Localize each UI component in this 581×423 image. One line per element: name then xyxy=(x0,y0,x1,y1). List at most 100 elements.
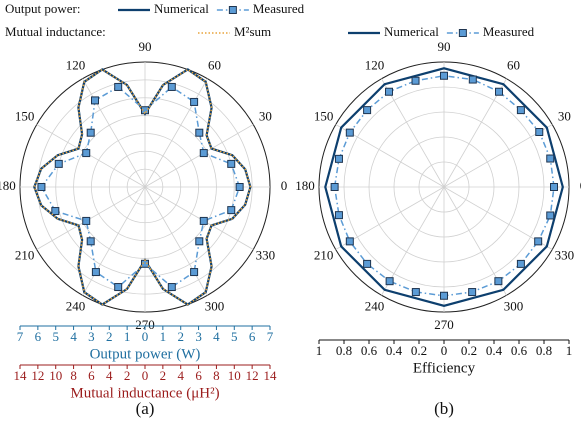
data-point xyxy=(385,87,393,96)
data-point xyxy=(114,283,123,292)
angle-label: 180 xyxy=(295,178,315,193)
data-point xyxy=(534,237,543,246)
data-point xyxy=(190,97,199,106)
axis-tick-label: 1 xyxy=(124,329,131,344)
panel-caption: (b) xyxy=(434,399,454,418)
data-point xyxy=(516,259,525,268)
data-point xyxy=(345,237,354,246)
data-point xyxy=(494,277,503,286)
axis-tick-label: 4 xyxy=(70,329,77,344)
angle-label: 150 xyxy=(15,108,35,123)
angle-label: 30 xyxy=(259,108,272,123)
angle-label: 150 xyxy=(314,108,334,123)
grid-spoke xyxy=(82,186,146,296)
axis-tick-label: 7 xyxy=(267,329,274,344)
axis-tick-label: 3 xyxy=(88,329,95,344)
axis-tick-label: 8 xyxy=(213,368,220,383)
axis-tick-label: 1 xyxy=(316,343,323,358)
data-point xyxy=(546,154,555,163)
data-point xyxy=(167,283,176,292)
data-point xyxy=(468,288,477,297)
axis-tick-label: 5 xyxy=(231,329,238,344)
legend-label: Measured xyxy=(483,24,535,39)
axis-tick-label: 4 xyxy=(177,368,184,383)
data-point xyxy=(516,106,525,115)
data-point xyxy=(330,183,339,191)
axis-tick-label: 14 xyxy=(264,368,278,383)
angle-label: 330 xyxy=(256,247,276,262)
data-point xyxy=(190,268,199,277)
data-point xyxy=(227,159,236,168)
angle-label: 90 xyxy=(438,39,451,54)
axis-tick-label: 6 xyxy=(35,329,42,344)
legend-label: M²sum xyxy=(234,24,271,39)
angle-label: 120 xyxy=(365,58,385,73)
angle-label: 300 xyxy=(504,298,524,313)
data-point xyxy=(495,87,503,96)
axis-tick-label: 4 xyxy=(213,329,220,344)
grid-spoke xyxy=(36,186,146,250)
axis-tick-label: 6 xyxy=(195,368,202,383)
data-point xyxy=(345,128,354,137)
axis-tick-label: 0 xyxy=(441,343,448,358)
legend-label: Numerical xyxy=(154,1,209,16)
data-point xyxy=(91,268,100,277)
axis-tick-label: 6 xyxy=(88,368,95,383)
legend-marker xyxy=(458,29,467,37)
axis-tick-label: 1 xyxy=(160,329,167,344)
data-point xyxy=(195,237,204,246)
axis-tick-label: 2 xyxy=(124,368,131,383)
data-point xyxy=(141,106,149,115)
angle-label: 210 xyxy=(314,247,334,262)
axis-tick-label: 0 xyxy=(142,329,149,344)
axis-tick-label: 10 xyxy=(49,368,62,383)
grid-spoke xyxy=(36,124,146,188)
data-point xyxy=(82,216,91,225)
axis-tick-label: 2 xyxy=(106,329,113,344)
angle-label: 30 xyxy=(558,108,571,123)
panel-caption: (a) xyxy=(136,399,155,418)
angle-label: 0 xyxy=(580,178,581,193)
axis-tick-label: 8 xyxy=(70,368,77,383)
data-point xyxy=(199,149,208,158)
legend-title: Mutual inductance: xyxy=(5,24,106,39)
data-point xyxy=(86,237,95,246)
axis-tick-label: 1 xyxy=(566,343,573,358)
data-point xyxy=(363,106,372,115)
angle-label: 330 xyxy=(555,247,575,262)
axis-tick-label: 7 xyxy=(17,329,24,344)
data-point xyxy=(91,96,99,105)
data-point xyxy=(440,71,448,80)
legend-label: Numerical xyxy=(384,24,439,39)
data-point xyxy=(37,183,46,191)
grid-spoke xyxy=(144,186,254,250)
axis-tick-label: 14 xyxy=(14,368,28,383)
data-point xyxy=(535,128,544,136)
data-point xyxy=(546,211,555,220)
legend-marker xyxy=(228,6,237,14)
data-point xyxy=(235,183,244,191)
data-point xyxy=(334,211,343,220)
grid-spoke xyxy=(144,186,208,296)
angle-label: 240 xyxy=(365,298,385,313)
series-line xyxy=(324,67,564,307)
axis-tick-label: 0.4 xyxy=(486,343,503,358)
grid-spoke xyxy=(144,78,208,188)
axis-tick-label: 0.6 xyxy=(511,343,528,358)
angle-label: 270 xyxy=(135,317,155,332)
axis-tick-label: 12 xyxy=(246,368,259,383)
data-point xyxy=(141,259,149,268)
data-point xyxy=(468,75,477,84)
angle-label: 210 xyxy=(15,247,35,262)
angle-label: 120 xyxy=(66,58,86,73)
angle-label: 60 xyxy=(208,58,221,73)
angle-label: 300 xyxy=(205,298,225,313)
axis-tick-label: 0.2 xyxy=(461,343,477,358)
axis-tick-label: 10 xyxy=(228,368,241,383)
axis-tick-label: 3 xyxy=(195,329,202,344)
axis-tick-label: 6 xyxy=(249,329,256,344)
data-point xyxy=(199,216,208,225)
series-line xyxy=(33,68,252,306)
data-point xyxy=(227,206,236,215)
